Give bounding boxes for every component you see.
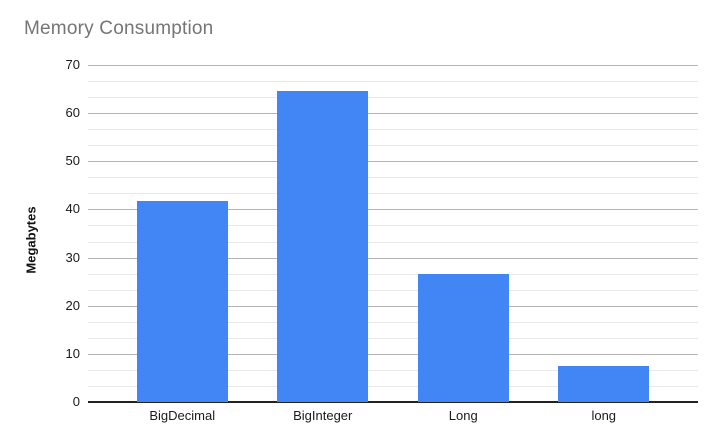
y-tick-label: 10 [65, 345, 80, 361]
major-gridline [88, 113, 698, 115]
y-tick-label: 60 [65, 105, 80, 121]
plot-area [88, 65, 698, 403]
minor-gridline [88, 97, 698, 99]
major-gridline [88, 65, 698, 66]
bar-long [417, 274, 509, 402]
minor-gridline [88, 241, 698, 243]
major-gridline [88, 305, 698, 307]
x-category-label: BigDecimal [149, 408, 216, 423]
bar-biginteger [277, 90, 369, 402]
minor-gridline [88, 145, 698, 147]
x-category-label: Long [448, 408, 478, 423]
major-gridline [88, 209, 698, 211]
x-category-label: long [591, 408, 617, 423]
minor-gridline [88, 177, 698, 179]
y-tick-label: 40 [65, 201, 80, 217]
bar-long [558, 365, 650, 402]
y-tick-label: 70 [65, 57, 80, 72]
minor-gridline [88, 225, 698, 227]
minor-gridline [88, 385, 698, 387]
minor-gridline [88, 337, 698, 339]
y-tick-label: 50 [65, 153, 80, 169]
y-tick-label: 0 [72, 394, 80, 409]
chart-title: Memory Consumption [24, 18, 214, 39]
minor-gridline [88, 129, 698, 131]
minor-gridline [88, 81, 698, 83]
major-gridline [88, 257, 698, 259]
y-tick-label: 30 [65, 249, 80, 265]
x-category-label: BigInteger [293, 408, 353, 423]
major-gridline [88, 161, 698, 163]
minor-gridline [88, 321, 698, 323]
major-gridline [88, 353, 698, 355]
bar-bigdecimal [136, 201, 228, 402]
minor-gridline [88, 369, 698, 371]
minor-gridline [88, 289, 698, 291]
x-axis-line [88, 401, 698, 403]
minor-gridline [88, 273, 698, 275]
minor-gridline [88, 193, 698, 195]
y-tick-label: 20 [65, 297, 80, 313]
